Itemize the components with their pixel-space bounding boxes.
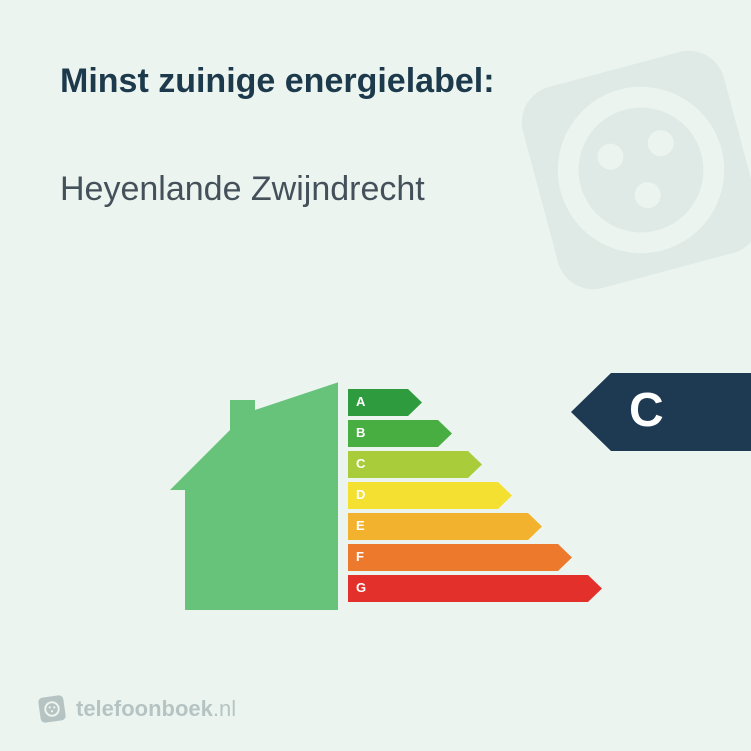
brand-text: telefoonboek.nl xyxy=(76,696,236,722)
brand-name-tld: .nl xyxy=(213,696,236,721)
brand-name-bold: telefoonboek xyxy=(76,696,213,721)
brand-icon xyxy=(38,695,66,723)
footer-brand: telefoonboek.nl xyxy=(38,695,236,723)
bar-label: G xyxy=(356,580,366,595)
badge-letter: C xyxy=(629,383,664,438)
watermark-icon xyxy=(482,11,751,329)
location-name: Heyenlande Zwijndrecht xyxy=(60,170,425,209)
bar-label: B xyxy=(356,425,365,440)
energy-label-chart: A B C D E F G xyxy=(170,380,590,610)
house-icon xyxy=(170,380,345,610)
bar-label: E xyxy=(356,518,365,533)
bar-label: A xyxy=(356,394,365,409)
bar-label: C xyxy=(356,456,365,471)
bar-label: F xyxy=(356,549,364,564)
bar-label: D xyxy=(356,487,365,502)
page-title: Minst zuinige energielabel: xyxy=(60,62,495,101)
rating-badge: C xyxy=(571,373,751,451)
